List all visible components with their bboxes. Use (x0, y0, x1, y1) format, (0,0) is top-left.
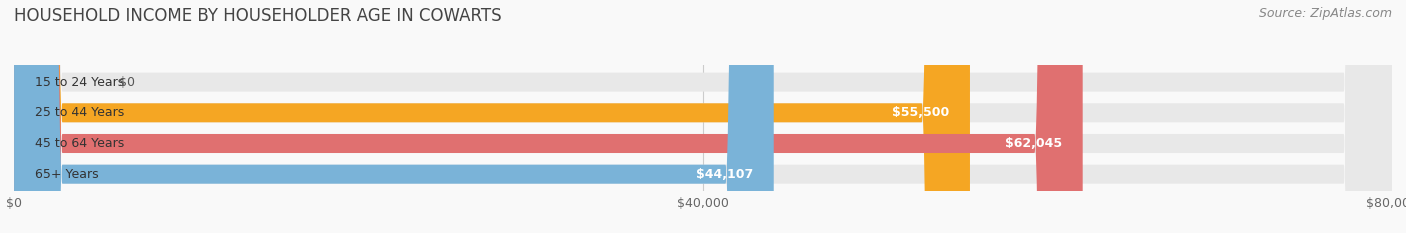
FancyBboxPatch shape (14, 0, 773, 233)
Text: $44,107: $44,107 (696, 168, 754, 181)
Text: 15 to 24 Years: 15 to 24 Years (35, 76, 124, 89)
Text: $62,045: $62,045 (1005, 137, 1062, 150)
Text: Source: ZipAtlas.com: Source: ZipAtlas.com (1258, 7, 1392, 20)
FancyBboxPatch shape (14, 0, 1392, 233)
FancyBboxPatch shape (14, 0, 1083, 233)
Text: 25 to 44 Years: 25 to 44 Years (35, 106, 124, 119)
Text: 65+ Years: 65+ Years (35, 168, 98, 181)
Text: $55,500: $55,500 (891, 106, 949, 119)
Text: HOUSEHOLD INCOME BY HOUSEHOLDER AGE IN COWARTS: HOUSEHOLD INCOME BY HOUSEHOLDER AGE IN C… (14, 7, 502, 25)
Text: 45 to 64 Years: 45 to 64 Years (35, 137, 124, 150)
FancyBboxPatch shape (14, 0, 970, 233)
Text: $0: $0 (120, 76, 135, 89)
FancyBboxPatch shape (14, 0, 1392, 233)
FancyBboxPatch shape (14, 0, 1392, 233)
FancyBboxPatch shape (14, 0, 1392, 233)
